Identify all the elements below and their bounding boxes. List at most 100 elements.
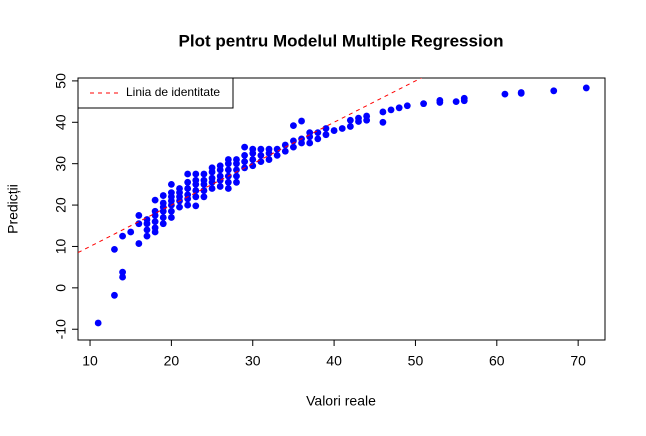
- legend-label: Linia de identitate: [126, 85, 220, 99]
- point: [582, 84, 590, 92]
- y-tick-label: 30: [53, 156, 69, 172]
- y-axis-label: Predicții: [5, 184, 21, 234]
- point: [379, 118, 387, 126]
- point: [314, 129, 322, 137]
- point: [208, 185, 216, 192]
- point: [200, 176, 208, 184]
- point: [346, 116, 354, 124]
- point: [159, 220, 167, 228]
- point: [200, 187, 208, 194]
- point: [224, 156, 232, 163]
- point: [298, 117, 305, 125]
- point: [241, 151, 249, 159]
- point: [322, 125, 330, 132]
- point: [281, 147, 289, 155]
- point: [176, 203, 183, 211]
- point: [517, 89, 525, 96]
- point: [159, 192, 167, 199]
- point: [224, 185, 232, 192]
- point: [257, 158, 265, 166]
- point: [363, 112, 371, 120]
- point: [233, 156, 240, 163]
- y-tick-label: 10: [53, 238, 69, 254]
- plot-area: [78, 78, 590, 327]
- point: [192, 202, 200, 210]
- y-tick-label: 0: [53, 284, 69, 292]
- point: [151, 196, 159, 204]
- x-axis-label: Valori reale: [306, 393, 376, 409]
- point: [314, 135, 322, 143]
- point: [176, 185, 183, 192]
- point: [167, 207, 175, 215]
- point: [322, 131, 330, 139]
- point: [501, 90, 509, 98]
- point: [265, 156, 273, 163]
- x-tick-label: 40: [326, 353, 342, 369]
- point: [257, 151, 265, 159]
- point: [184, 185, 192, 192]
- point: [200, 170, 208, 178]
- point: [167, 214, 175, 221]
- point: [167, 189, 175, 197]
- point: [151, 207, 159, 215]
- y-tick-label: 40: [53, 114, 69, 130]
- point: [420, 100, 427, 108]
- point: [184, 191, 192, 199]
- point: [249, 162, 257, 170]
- point: [208, 164, 216, 172]
- point: [249, 145, 257, 153]
- point: [241, 158, 249, 166]
- point: [135, 240, 143, 247]
- y-tick-label: -10: [53, 319, 69, 339]
- point: [119, 232, 126, 240]
- x-tick-label: 10: [82, 353, 98, 369]
- point: [159, 199, 167, 207]
- point: [224, 178, 232, 186]
- point: [460, 94, 468, 102]
- point: [306, 139, 314, 147]
- x-tick-label: 60: [489, 353, 505, 369]
- x-tick-label: 20: [164, 353, 180, 369]
- point: [290, 143, 297, 151]
- point: [119, 268, 126, 276]
- point: [257, 145, 265, 153]
- point: [249, 156, 257, 163]
- point: [192, 187, 200, 194]
- point: [135, 212, 143, 219]
- point: [143, 216, 151, 223]
- point: [184, 170, 192, 178]
- plot-frame: [77, 77, 606, 341]
- point: [241, 143, 249, 151]
- point: [143, 232, 151, 240]
- point: [395, 104, 403, 112]
- point: [355, 114, 362, 122]
- point: [216, 183, 224, 190]
- point: [135, 220, 143, 228]
- point: [290, 122, 297, 129]
- point: [403, 102, 411, 110]
- y-tick-label: 20: [53, 197, 69, 213]
- point: [167, 180, 175, 188]
- point: [233, 178, 240, 186]
- point: [192, 170, 200, 178]
- x-tick-label: 50: [408, 353, 424, 369]
- point: [387, 106, 395, 114]
- point: [143, 226, 151, 234]
- point: [192, 176, 200, 184]
- point: [192, 193, 200, 201]
- point: [159, 214, 167, 221]
- point: [216, 162, 224, 170]
- point: [184, 201, 192, 209]
- point: [127, 228, 135, 236]
- point: [273, 145, 281, 153]
- point: [338, 125, 346, 132]
- point: [111, 291, 118, 299]
- point: [436, 96, 444, 104]
- point: [233, 172, 240, 180]
- identity-line: [78, 78, 423, 254]
- point: [111, 245, 118, 253]
- chart-title: Plot pentru Modelul Multiple Regression: [179, 31, 504, 50]
- point: [216, 172, 224, 180]
